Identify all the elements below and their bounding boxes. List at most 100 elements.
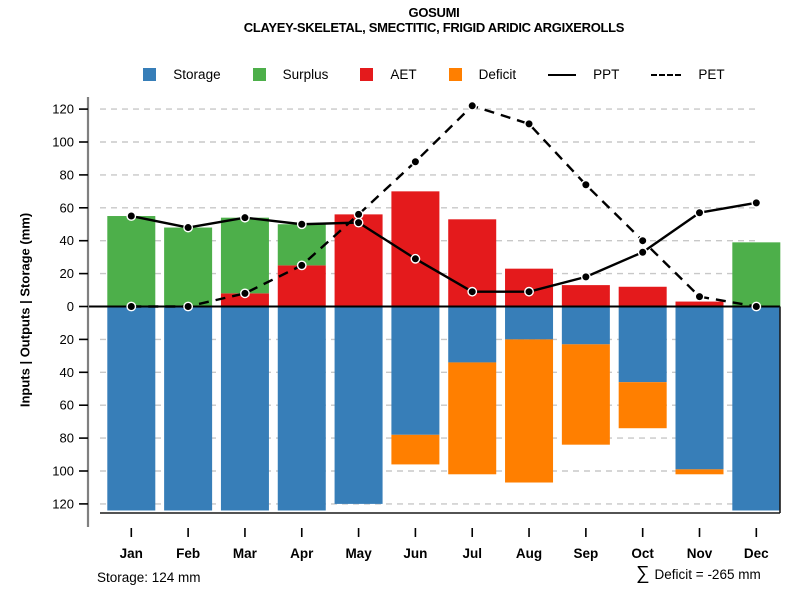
sigma-icon: ∑ [636,563,650,584]
ppt-point-may [353,217,364,228]
month-label-may: May [345,546,372,561]
bar-storage-oct [618,306,667,383]
month-label-jan: Jan [120,546,143,561]
y-tick-label: 0 [67,299,74,314]
legend-item-aet: AET [360,67,417,82]
pet-point-nov [694,291,705,302]
bar-storage-mar [220,306,269,511]
solid-line-icon [548,73,577,76]
bar-storage-jul [448,306,497,363]
pet-point-oct [637,235,648,246]
bar-storage-sep [561,306,610,345]
pet-point-sep [580,179,591,190]
y-tick-label: 120 [52,102,74,117]
month-label-dec: Dec [744,546,769,561]
y-tick-label: 60 [60,200,74,215]
bar-storage-jun [391,306,440,435]
month-label-jun: Jun [403,546,427,561]
bar-deficit-oct [618,382,667,429]
bar-storage-may [334,306,383,504]
legend: Storage Surplus AET Deficit PPT PET [88,67,780,82]
y-axis-title: Inputs | Outputs | Storage (mm) [17,212,33,408]
bar-surplus-mar [220,217,269,294]
legend-label-aet: AET [390,67,417,82]
deficit-sum-text: Deficit = -265 mm [654,567,761,582]
ppt-point-mar [240,212,250,223]
storage-annotation: Storage: 124 mm [97,570,201,585]
y-tick-label: 40 [60,233,74,248]
month-label-oct: Oct [631,546,654,561]
pet-point-jul [467,100,478,111]
bar-surplus-jan [107,216,156,307]
pet-point-aug [524,119,534,129]
pet-point-feb [183,301,194,312]
y-tick-label: 120 [52,496,74,511]
y-tick-label: 20 [60,266,74,281]
legend-label-deficit: Deficit [478,67,517,82]
bar-aet-nov [675,301,724,307]
pet-point-jan [126,301,137,312]
month-label-apr: Apr [290,546,314,561]
bar-storage-aug [505,306,554,340]
month-label-nov: Nov [687,546,713,561]
legend-label-storage: Storage [173,67,221,82]
bar-deficit-sep [561,344,610,445]
page-title: GOSUMI [408,5,460,20]
storage-swatch-icon [143,68,157,81]
legend-item-deficit: Deficit [448,67,517,82]
bar-aet-sep [561,285,610,307]
month-label-mar: Mar [233,546,258,561]
bar-aet-apr [277,265,326,307]
legend-item-ppt: PPT [548,67,619,82]
y-tick-label: 40 [60,365,74,380]
month-label-aug: Aug [516,546,542,561]
deficit-sum-annotation: ∑ Deficit = -265 mm [636,563,761,584]
pet-point-mar [240,288,250,299]
ppt-line [131,201,757,293]
ppt-point-jan [126,211,137,221]
bar-storage-feb [164,306,213,511]
bar-storage-dec [732,306,781,511]
ppt-point-jul [467,286,478,297]
legend-item-surplus: Surplus [252,67,329,82]
legend-label-pet: PET [698,67,725,82]
bar-aet-may [334,214,383,307]
bar-surplus-feb [164,227,213,307]
y-tick-label: 60 [60,398,74,413]
pet-point-apr [296,260,307,271]
pet-point-jun [410,156,421,167]
page-subtitle: CLAYEY-SKELETAL, SMECTITIC, FRIGID ARIDI… [243,20,625,35]
ppt-point-jun [410,253,421,264]
ppt-point-oct [637,247,648,258]
pet-point-dec [751,301,762,312]
month-label-feb: Feb [176,546,200,561]
legend-label-ppt: PPT [593,67,620,82]
ppt-point-sep [580,271,591,282]
bar-deficit-aug [505,339,554,483]
y-tick-label: 20 [60,332,74,347]
ppt-point-nov [694,207,705,218]
ppt-point-aug [524,286,534,297]
y-tick-label: 80 [60,431,74,446]
y-tick-label: 80 [60,167,74,182]
surplus-swatch-icon [252,68,266,81]
deficit-swatch-icon [448,68,462,81]
month-label-jul: Jul [462,546,482,561]
bar-surplus-dec [732,242,781,307]
chart-title-block: GOSUMI CLAYEY-SKELETAL, SMECTITIC, FRIGI… [88,5,780,35]
legend-item-storage: Storage [143,67,221,82]
legend-label-surplus: Surplus [282,67,329,82]
bar-deficit-jun [391,434,440,465]
bar-aet-oct [618,286,667,307]
bar-storage-nov [675,306,724,470]
aet-swatch-icon [360,68,374,81]
bar-storage-jan [107,306,156,511]
ppt-point-dec [751,197,762,208]
bar-deficit-jul [448,362,497,475]
y-tick-label: 100 [52,464,74,479]
bar-storage-apr [277,306,326,511]
legend-item-pet: PET [651,67,725,82]
pet-line [131,104,757,308]
month-label-sep: Sep [573,546,598,561]
